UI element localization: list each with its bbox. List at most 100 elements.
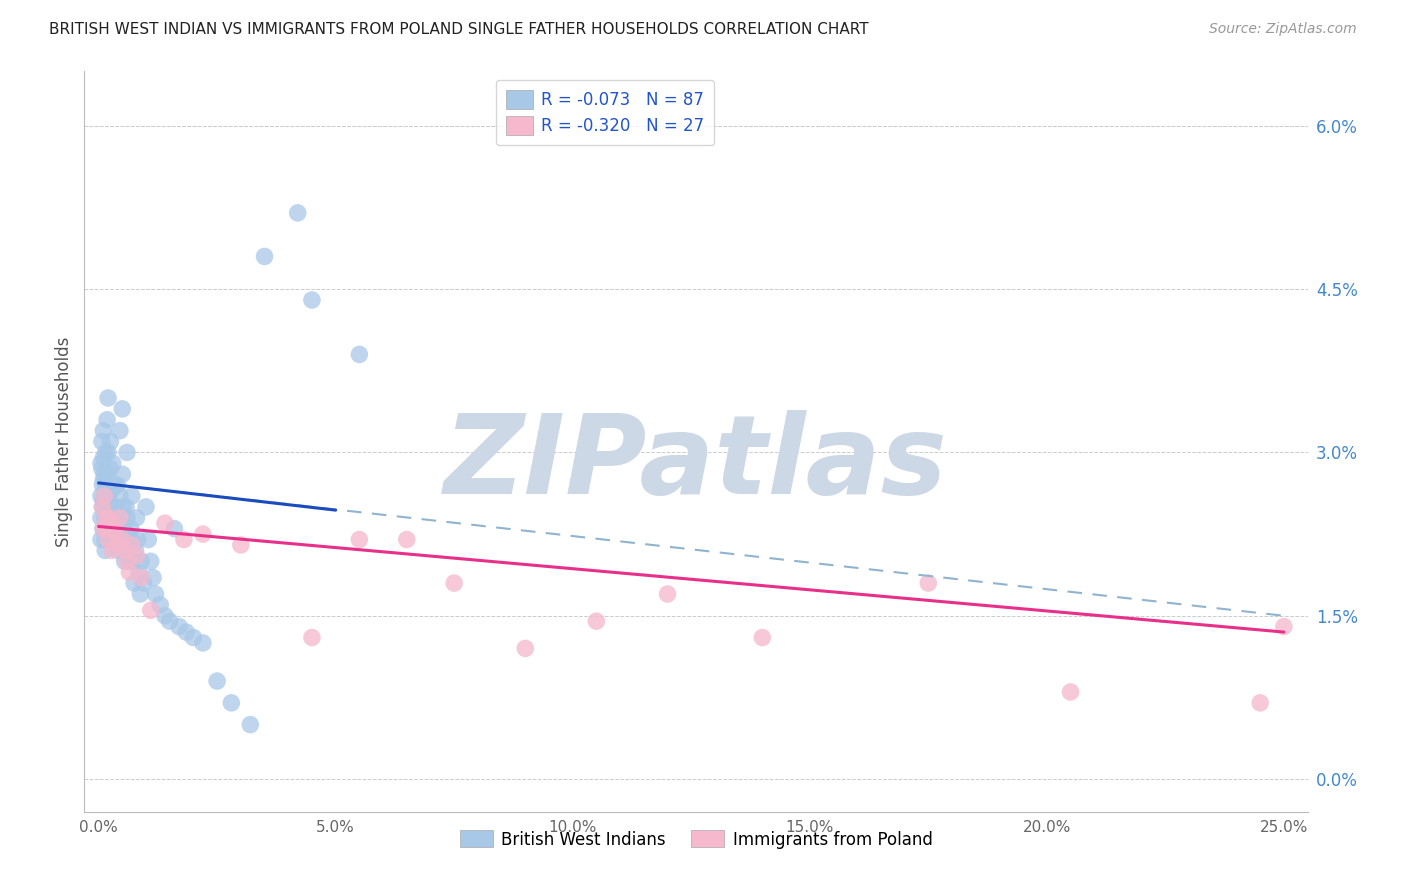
Point	[103, 522, 125, 536]
Point	[108, 510, 131, 524]
Point	[91, 500, 114, 514]
Point	[585, 614, 607, 628]
Point	[121, 489, 143, 503]
Point	[90, 434, 112, 449]
Point	[111, 401, 134, 416]
Legend: British West Indians, Immigrants from Poland: British West Indians, Immigrants from Po…	[453, 823, 939, 855]
Point	[96, 467, 118, 482]
Point	[125, 549, 148, 563]
Point	[125, 510, 148, 524]
Point	[253, 250, 276, 264]
Point	[108, 489, 131, 503]
Point	[121, 554, 143, 568]
Point	[91, 494, 114, 508]
Point	[101, 543, 124, 558]
Point	[93, 510, 117, 524]
Point	[117, 533, 139, 547]
Point	[191, 636, 214, 650]
Point	[229, 538, 252, 552]
Point	[121, 538, 143, 552]
Point	[97, 489, 120, 503]
Point	[173, 533, 195, 547]
Point	[118, 554, 141, 568]
Point	[96, 522, 118, 536]
Point	[115, 554, 138, 568]
Point	[112, 500, 135, 514]
Point	[97, 445, 120, 459]
Point	[114, 554, 136, 568]
Y-axis label: Single Father Households: Single Father Households	[55, 336, 73, 547]
Point	[153, 516, 176, 531]
Point	[132, 576, 155, 591]
Point	[96, 522, 118, 536]
Point	[100, 434, 122, 449]
Point	[94, 445, 117, 459]
Point	[93, 489, 115, 503]
Point	[110, 510, 132, 524]
Point	[98, 533, 121, 547]
Point	[101, 505, 124, 519]
Point	[115, 510, 138, 524]
Point	[1272, 620, 1295, 634]
Point	[191, 527, 214, 541]
Point	[163, 522, 186, 536]
Point	[90, 462, 112, 476]
Point	[100, 483, 122, 498]
Point	[1059, 685, 1081, 699]
Point	[93, 533, 117, 547]
Point	[97, 391, 120, 405]
Point	[349, 533, 371, 547]
Point	[127, 533, 149, 547]
Point	[139, 603, 162, 617]
Text: Source: ZipAtlas.com: Source: ZipAtlas.com	[1209, 22, 1357, 37]
Point	[91, 522, 114, 536]
Point	[349, 347, 371, 361]
Point	[101, 516, 124, 531]
Text: BRITISH WEST INDIAN VS IMMIGRANTS FROM POLAND SINGLE FATHER HOUSEHOLDS CORRELATI: BRITISH WEST INDIAN VS IMMIGRANTS FROM P…	[49, 22, 869, 37]
Point	[129, 587, 152, 601]
Point	[91, 522, 114, 536]
Point	[128, 565, 150, 579]
Point	[94, 543, 117, 558]
Point	[183, 631, 205, 645]
Point	[97, 533, 120, 547]
Point	[287, 206, 309, 220]
Point	[104, 527, 127, 541]
Point	[94, 500, 117, 514]
Point	[135, 500, 157, 514]
Point	[100, 462, 122, 476]
Point	[93, 467, 115, 482]
Point	[98, 510, 121, 524]
Point	[90, 456, 112, 470]
Point	[94, 510, 117, 524]
Point	[1249, 696, 1271, 710]
Point	[657, 587, 679, 601]
Point	[120, 522, 142, 536]
Text: ZIPatlas: ZIPatlas	[444, 410, 948, 517]
Point	[90, 533, 112, 547]
Point	[93, 489, 115, 503]
Point	[142, 571, 165, 585]
Point	[107, 522, 129, 536]
Point	[153, 608, 176, 623]
Point	[118, 565, 141, 579]
Point	[98, 510, 121, 524]
Point	[149, 598, 172, 612]
Point	[91, 424, 114, 438]
Point	[159, 614, 181, 628]
Point	[121, 533, 143, 547]
Point	[111, 467, 134, 482]
Point	[124, 543, 146, 558]
Point	[138, 533, 160, 547]
Point	[395, 533, 418, 547]
Point	[90, 510, 112, 524]
Point	[107, 478, 129, 492]
Point	[91, 473, 114, 487]
Point	[104, 500, 127, 514]
Point	[105, 522, 128, 536]
Point	[94, 478, 117, 492]
Point	[174, 625, 197, 640]
Point	[101, 500, 124, 514]
Point	[917, 576, 939, 591]
Point	[115, 500, 138, 514]
